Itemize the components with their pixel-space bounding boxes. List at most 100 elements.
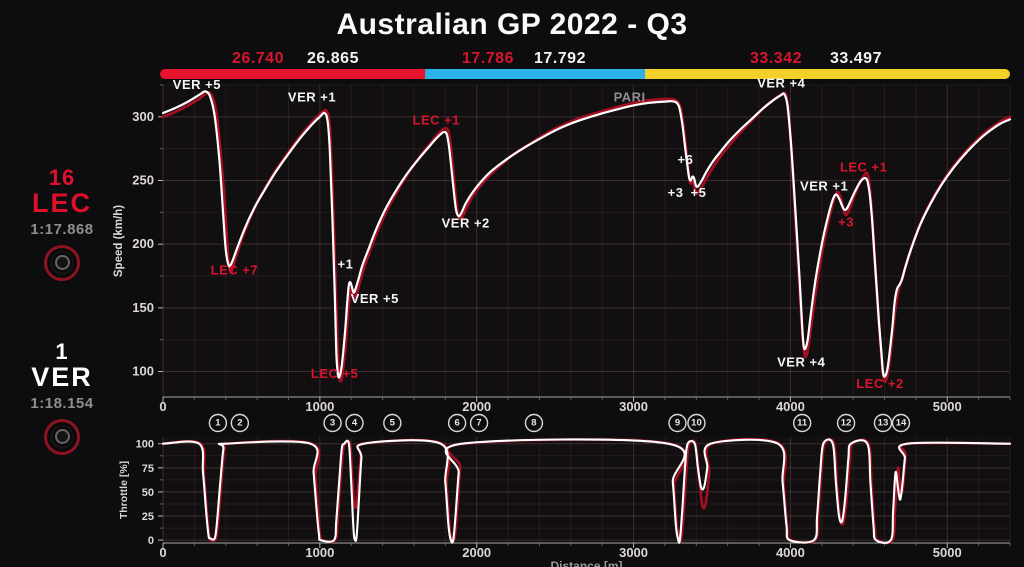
speed-chart-y-tick-label: 100 [132, 364, 154, 379]
page-title: Australian GP 2022 - Q3 [336, 8, 688, 41]
annotation: +5 [691, 185, 707, 200]
turn-marker-circle [891, 413, 911, 433]
throttle-chart-x-tick-label: 5000 [933, 545, 962, 560]
throttle-chart-y-tick-label: 0 [148, 535, 154, 547]
turn-marker-circle [792, 413, 812, 433]
turn-marker-number: 5 [390, 418, 396, 429]
throttle-chart-x-tick-label: 2000 [462, 545, 491, 560]
annotation: LEC +7 [211, 263, 258, 278]
turn-marker-number: 3 [330, 418, 335, 429]
sector1-lec-time: 26.740 [232, 50, 284, 67]
annotation: +6 [678, 152, 694, 167]
driver-card-lec: 16 LEC 1:17.868 [7, 166, 117, 281]
turn-marker-number: 6 [454, 418, 459, 429]
sector1-bar [160, 69, 425, 79]
turn-marker-circle [524, 413, 544, 433]
turn-marker-circle [230, 413, 250, 433]
annotation: VER +1 [800, 179, 848, 194]
annotation: LEC +2 [856, 376, 903, 391]
turn-marker-number: 8 [531, 418, 536, 429]
tyre-hub-icon [54, 429, 70, 445]
turn-marker-circle [873, 413, 893, 433]
speed-chart-x-tick-label: 3000 [619, 399, 648, 414]
tyre-hub-icon [54, 255, 70, 271]
turn-marker-number: 4 [352, 418, 358, 429]
annotation: +3 [838, 214, 854, 229]
annotation: VER +4 [777, 354, 825, 369]
throttle-chart-x-axis-label: Distance [m] [550, 559, 622, 567]
turn-marker-number: 10 [691, 418, 702, 429]
driver-number: 1 [55, 339, 69, 364]
turn-marker-circle [668, 413, 687, 433]
turn-marker-number: 7 [476, 418, 481, 429]
turn-marker-number: 12 [841, 418, 852, 429]
speed-chart-y-tick-label: 300 [132, 109, 154, 124]
turn-marker-circle [836, 413, 856, 433]
turn-marker-circle [323, 413, 342, 433]
driver-card-ver: 1 VER 1:18.154 [7, 340, 117, 455]
speed-chart-y-tick-label: 150 [132, 300, 154, 315]
turn-marker-circle [345, 413, 364, 433]
soft-tyre-icon [44, 418, 80, 455]
throttle-chart-plot-area [163, 437, 1010, 543]
throttle-chart-x-tick-label: 3000 [619, 545, 648, 560]
turn-marker-circle [687, 413, 706, 433]
sector3-bar [645, 69, 1010, 79]
sector2-lec-time: 17.786 [462, 50, 514, 67]
throttle-chart-y-tick-label: 25 [142, 511, 154, 523]
turn-marker-number: 1 [215, 418, 221, 429]
annotation: VER +1 [288, 90, 336, 105]
throttle-chart-y-tick-label: 50 [142, 487, 154, 499]
turn-marker-number: 9 [675, 418, 680, 429]
turn-marker-number: 14 [896, 418, 907, 429]
annotation: VER +5 [351, 291, 399, 306]
throttle-chart-x-tick-label: 4000 [776, 545, 805, 560]
turn-marker-circle [208, 413, 228, 433]
speed-chart-y-tick-label: 200 [132, 236, 154, 251]
annotation: +1 [338, 256, 354, 271]
speed-chart-y-tick-label: 250 [132, 173, 154, 188]
turn-marker-circle [383, 413, 402, 433]
turn-marker-number: 11 [797, 418, 808, 429]
driver-code: LEC [32, 188, 92, 219]
speed-chart-x-tick-label: 4000 [776, 399, 805, 414]
annotation: PARI [614, 90, 646, 105]
annotation: VER +4 [757, 76, 805, 91]
turn-marker-number: 2 [237, 418, 242, 429]
throttle-chart-y-tick-label: 75 [142, 463, 154, 475]
annotation: VER +5 [173, 77, 221, 92]
annotation: +3 [668, 185, 684, 200]
sector3-lec-time: 33.342 [750, 50, 802, 67]
driver-code: VER [31, 362, 93, 393]
speed-chart-x-tick-label: 2000 [462, 399, 491, 414]
annotation: LEC +1 [413, 112, 460, 127]
sector2-ver-time: 17.792 [534, 50, 586, 67]
soft-tyre-icon [44, 244, 80, 281]
driver-laptime: 1:18.154 [30, 394, 94, 412]
speed-chart-x-tick-label: 5000 [933, 399, 962, 414]
sector2-bar [425, 69, 645, 79]
speed-chart-x-tick-label: 0 [159, 399, 166, 414]
annotation: VER +2 [442, 216, 490, 231]
throttle-chart-x-tick-label: 0 [159, 545, 166, 560]
annotation: LEC +1 [840, 160, 887, 175]
lec-speed-chart-line [161, 90, 1012, 384]
driver-number: 16 [48, 165, 76, 190]
annotation: LEC +5 [311, 366, 358, 381]
throttle-chart-x-tick-label: 1000 [305, 545, 334, 560]
speed-chart-plot-area [163, 85, 1010, 397]
sector3-ver-time: 33.497 [830, 50, 882, 67]
turn-marker-circle [469, 413, 489, 433]
throttle-chart-y-tick-label: 100 [136, 439, 154, 451]
turn-marker-number: 13 [878, 418, 889, 429]
throttle-chart-y-axis-label: Throttle [%] [118, 461, 130, 519]
ver-speed-chart-line [161, 90, 1012, 379]
speed-chart-x-tick-label: 1000 [305, 399, 334, 414]
ver-throttle-chart-line [161, 438, 1012, 544]
driver-laptime: 1:17.868 [30, 220, 94, 238]
speed-chart-y-axis-label: Speed (km/h) [113, 205, 125, 277]
sector1-ver-time: 26.865 [307, 50, 359, 67]
turn-marker-circle [447, 413, 467, 433]
